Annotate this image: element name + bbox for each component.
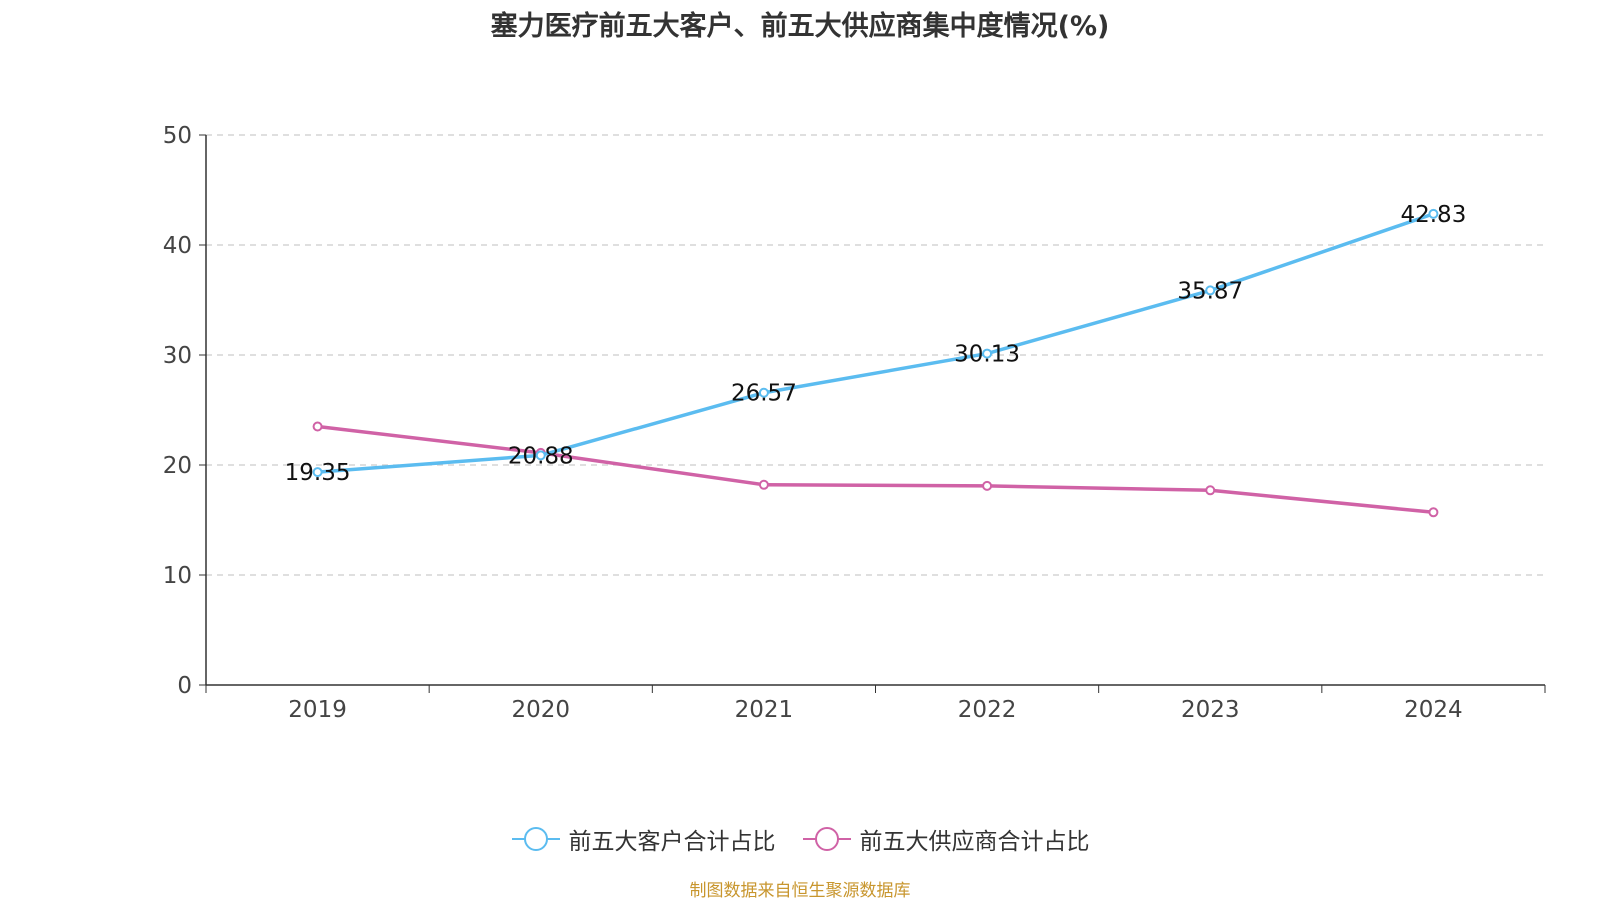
data-label: 26.57 [731,381,797,407]
data-label: 42.83 [1400,202,1466,228]
data-point [1428,208,1439,219]
series-line [315,212,1436,474]
legend: 前五大客户合计占比 前五大供应商合计占比 [0,822,1600,856]
y-tick-label: 30 [163,343,192,369]
data-label: 35.87 [1177,278,1243,304]
x-tick-label: 2021 [735,697,794,723]
x-tick-label: 2022 [958,697,1017,723]
data-point [982,348,993,359]
data-label: 20.88 [508,443,574,469]
y-tick-label: 40 [163,233,192,259]
data-point [535,450,546,461]
data-point [312,467,323,478]
data-label: 19.35 [285,460,351,486]
series-0 [312,208,1439,478]
data-point [1428,507,1439,518]
y-tick-label: 20 [163,453,192,479]
data-point [758,387,769,398]
chart-title: 塞力医疗前五大客户、前五大供应商集中度情况(%) [490,11,1110,42]
source-note: 制图数据来自恒生聚源数据库 [689,881,911,901]
data-labels: 19.35 20.88 26.57 30.13 35.87 42.83 [285,202,1467,486]
x-tick-label: 2020 [511,697,570,723]
y-tick-label: 10 [163,563,192,589]
legend-label-customers: 前五大客户合计占比 [568,829,776,855]
series-lines [312,208,1439,518]
axes: 0 10 20 30 40 50 2019 2020 2021 2022 2023 2024 [163,123,1546,723]
y-tick-label: 0 [177,673,192,699]
x-tick-label: 2019 [288,697,347,723]
series-line [315,424,1436,515]
data-point [982,480,993,491]
data-point [1205,285,1216,296]
legend-swatch-customers [511,827,560,851]
grid-lines [206,134,1545,576]
legend-swatch-suppliers [802,827,851,851]
data-label: 30.13 [954,342,1020,368]
series-1 [312,421,1439,518]
y-tick-label: 50 [163,123,192,149]
x-tick-label: 2023 [1181,697,1240,723]
data-point [312,421,323,432]
data-point [758,479,769,490]
legend-item-customers[interactable]: 前五大客户合计占比 [511,822,776,856]
x-tick-label: 2024 [1404,697,1463,723]
legend-label-suppliers: 前五大供应商合计占比 [859,829,1090,855]
data-point [1205,485,1216,496]
legend-item-suppliers[interactable]: 前五大供应商合计占比 [802,822,1090,856]
